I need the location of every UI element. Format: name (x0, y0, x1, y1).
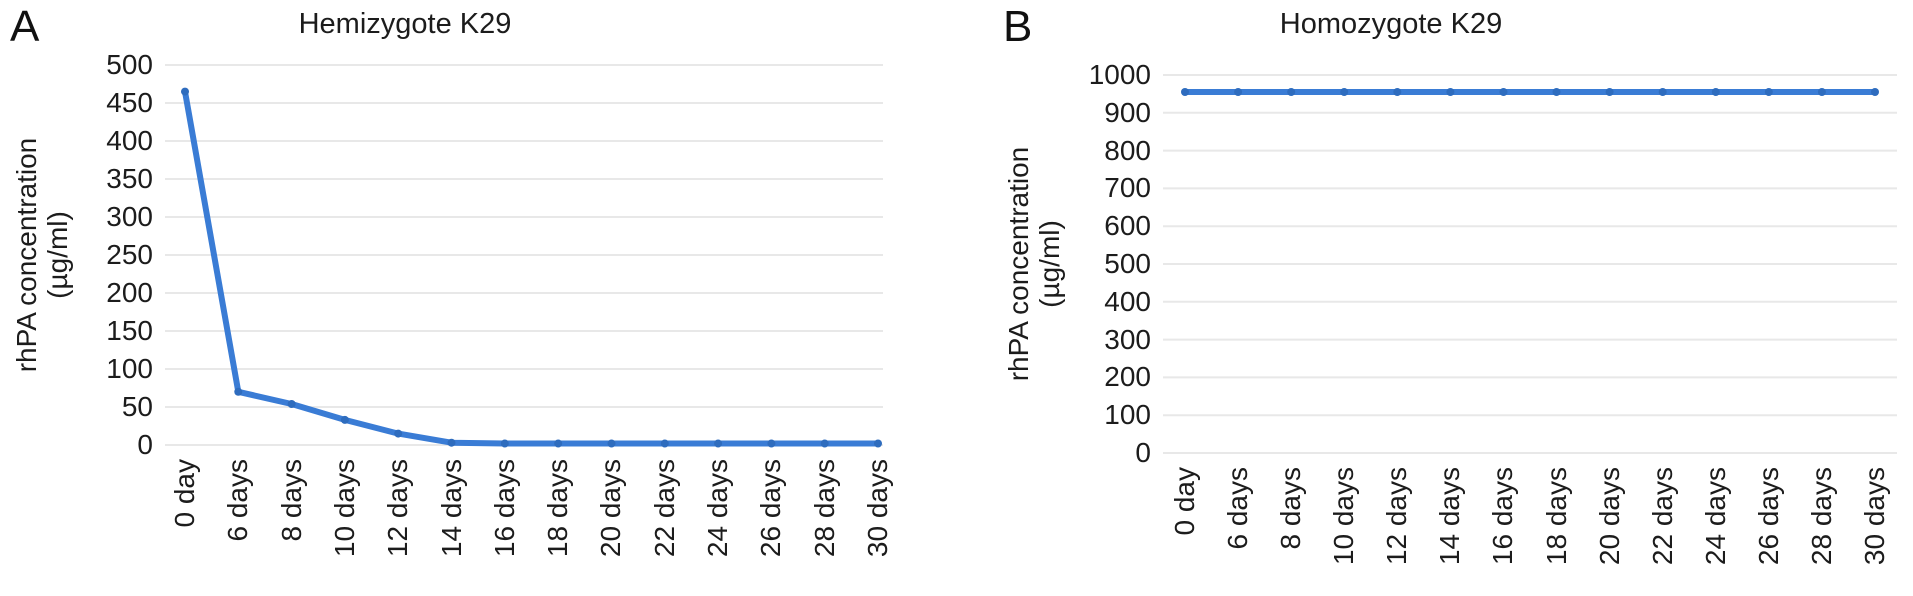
data-line (182, 88, 881, 447)
x-tick-label: 22 days (1646, 467, 1678, 566)
data-point-marker (234, 387, 243, 396)
x-tick-label: 26 days (755, 459, 787, 558)
y-tick-label: 400 (106, 125, 153, 156)
data-point-marker (554, 439, 563, 448)
x-tick-label: 18 days (542, 459, 574, 558)
data-point-marker (394, 429, 403, 438)
data-point-marker (1764, 88, 1773, 96)
y-tick-label: 450 (106, 87, 153, 118)
x-tick-label: 22 days (648, 459, 680, 558)
y-tick-label: 500 (1104, 248, 1151, 279)
data-point-marker (1605, 88, 1614, 96)
data-point-marker (660, 439, 669, 448)
data-point-marker (1287, 88, 1296, 96)
x-tick-label: 26 days (1752, 467, 1784, 566)
chart-a-title: Hemizygote K29 (298, 8, 512, 40)
data-point-marker (1340, 88, 1349, 96)
data-point-marker (607, 439, 616, 448)
x-tick-label: 14 days (1434, 467, 1466, 566)
x-tick-label: 28 days (1805, 467, 1837, 566)
y-tick-label: 200 (106, 277, 153, 308)
x-tick-label: 12 days (1381, 467, 1413, 566)
data-point-marker (1234, 88, 1243, 96)
x-tick-label: 30 days (862, 459, 893, 558)
x-tick-label: 10 days (1328, 467, 1360, 566)
x-tick-label: 8 days (1275, 467, 1307, 550)
data-point-marker (340, 415, 349, 424)
y-tick-label: 150 (106, 315, 153, 346)
chart-panel-b: B Homozygote K29 rhPA concentration (µg/… (957, 0, 1913, 596)
y-tick-label: 200 (1104, 361, 1151, 393)
data-point-marker (1658, 88, 1667, 96)
panel-a-label: A (10, 2, 40, 51)
x-tick-label: 6 days (1222, 467, 1254, 550)
y-tick-label: 300 (1104, 323, 1151, 355)
data-point-marker (767, 439, 776, 448)
data-point-marker (1817, 88, 1826, 96)
y-tick-label: 50 (121, 391, 153, 422)
homozygote-line-chart (1163, 74, 1897, 454)
x-tick-label: 0 day (1169, 467, 1200, 536)
x-tick-label: 0 day (169, 459, 200, 528)
x-tick-label: 12 days (382, 459, 414, 558)
data-point-marker (1552, 88, 1561, 96)
data-point-marker (287, 400, 296, 408)
y-tick-label: 600 (1104, 210, 1151, 242)
y-tick-label: 0 (137, 429, 153, 460)
y-tick-label: 900 (1104, 96, 1151, 128)
y-tick-label: 400 (1104, 285, 1151, 317)
chart-b-title: Homozygote K29 (1279, 8, 1503, 40)
x-tick-label: 16 days (1487, 467, 1519, 566)
x-tick-label: 30 days (1859, 467, 1890, 566)
x-tick-label: 10 days (328, 459, 360, 558)
data-point-marker (820, 439, 829, 448)
data-point-marker (714, 439, 723, 448)
data-point-marker (447, 438, 456, 447)
y-tick-label: 0 (1135, 437, 1151, 468)
y-tick-label: 300 (106, 201, 153, 232)
y-tick-label: 500 (106, 49, 153, 80)
data-point-marker (1711, 88, 1720, 96)
x-tick-label: 24 days (702, 459, 734, 558)
data-point-marker (1446, 88, 1455, 96)
x-tick-label: 24 days (1699, 467, 1731, 566)
data-point-marker (500, 439, 509, 448)
y-tick-label: 350 (106, 163, 153, 194)
data-point-marker (1393, 88, 1402, 96)
y-tick-label: 700 (1104, 172, 1151, 204)
x-tick-label: 20 days (1593, 467, 1625, 566)
x-tick-label: 14 days (435, 459, 467, 558)
hemizygote-line-chart (165, 64, 883, 448)
x-tick-label: 18 days (1540, 467, 1572, 566)
x-tick-label: 6 days (222, 459, 254, 542)
y-tick-label: 1000 (1088, 59, 1151, 90)
x-tick-label: 16 days (488, 459, 520, 558)
x-tick-label: 8 days (275, 459, 307, 542)
x-tick-label: 28 days (808, 459, 840, 558)
data-point-marker (181, 87, 189, 96)
x-tick-label: 20 days (595, 459, 627, 558)
data-point-marker (874, 439, 882, 448)
data-point-marker (1499, 88, 1508, 96)
y-tick-label: 800 (1104, 134, 1151, 166)
data-point-marker (1181, 88, 1189, 96)
y-tick-label: 100 (1104, 399, 1151, 431)
data-point-marker (1871, 88, 1879, 96)
y-tick-label: 100 (106, 353, 153, 384)
panel-b-label: B (1003, 2, 1033, 51)
y-tick-label: 250 (106, 239, 153, 270)
chart-panel-a: A Hemizygote K29 rhPA concentration (µg/… (0, 0, 956, 596)
